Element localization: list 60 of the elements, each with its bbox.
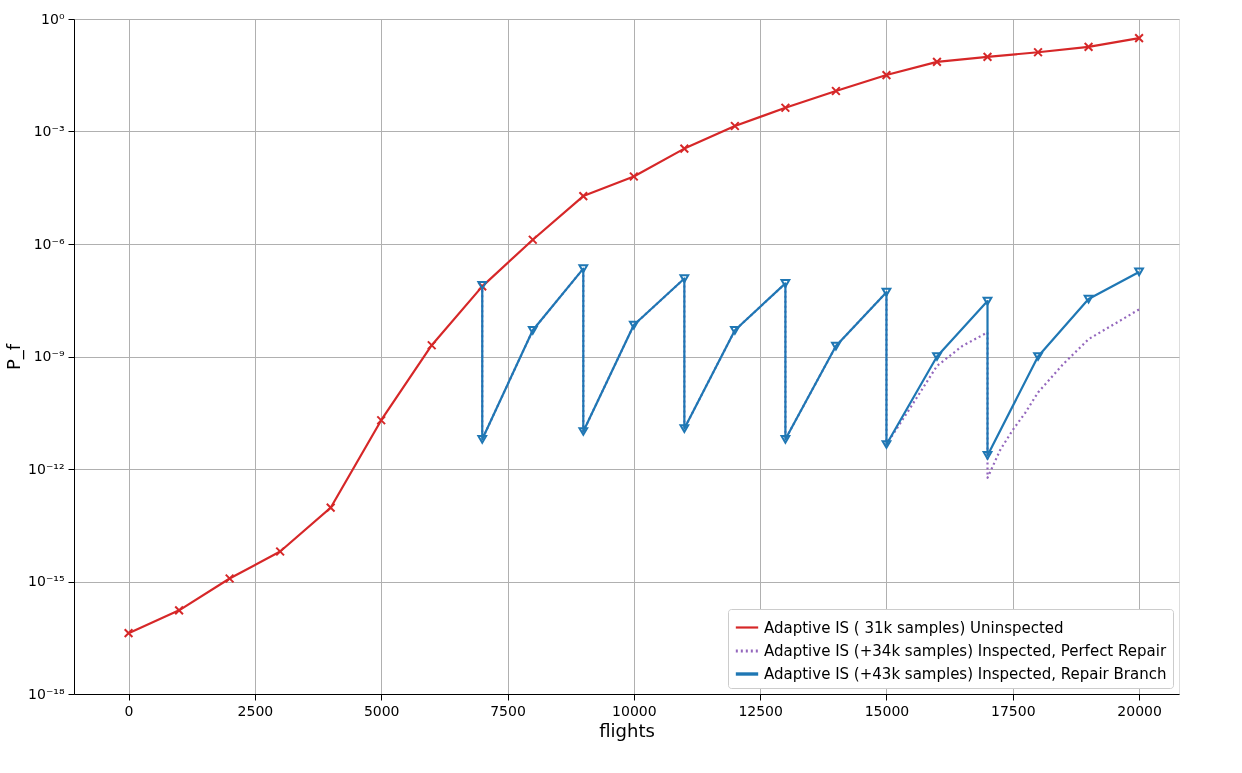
- x-tick-label: 2500: [237, 702, 274, 719]
- point: [730, 121, 740, 131]
- legend-label: Adaptive IS ( 31k samples) Uninspected: [764, 618, 1064, 637]
- point: [831, 86, 841, 96]
- point: [679, 143, 690, 154]
- point: [527, 234, 538, 245]
- point: [578, 427, 589, 436]
- point: [1033, 352, 1043, 361]
- point: [881, 287, 892, 297]
- point: [1033, 47, 1043, 58]
- x-tick-label: 5000: [363, 702, 400, 719]
- point: [578, 264, 589, 274]
- x-tick-label: 17500: [991, 702, 1036, 719]
- x-tick-label: 10000: [612, 702, 657, 719]
- y-tick-label: 10⁻⁶: [33, 235, 65, 252]
- point: [325, 502, 336, 513]
- point: [881, 440, 892, 449]
- y-tick-label: 10⁻¹⁸: [28, 685, 65, 702]
- point: [831, 341, 841, 351]
- point: [426, 340, 437, 351]
- x-tick-label: 20000: [1117, 702, 1162, 719]
- point: [679, 274, 690, 283]
- point: [376, 415, 387, 426]
- point: [932, 352, 942, 361]
- point: [123, 628, 134, 638]
- point: [780, 434, 791, 444]
- x-tick-label: 15000: [864, 702, 910, 719]
- point: [1134, 267, 1144, 277]
- point: [679, 424, 690, 433]
- point: [1134, 33, 1144, 43]
- point: [578, 191, 589, 201]
- y-tick-label: 10⁻¹⁵: [28, 573, 65, 589]
- point: [982, 51, 993, 62]
- legend-label: Adaptive IS (+43k samples) Inspected, Repair Branch: [764, 665, 1167, 683]
- point: [1083, 294, 1094, 304]
- y-tick-label: 10⁰: [41, 10, 65, 27]
- point: [628, 320, 639, 330]
- y-tick-label: 10⁻³: [33, 123, 65, 139]
- point: [982, 296, 993, 306]
- x-axis-title: flights: [599, 719, 655, 741]
- x-tick-label: 12500: [738, 702, 783, 719]
- point: [1083, 42, 1094, 52]
- point: [780, 279, 791, 288]
- point: [224, 573, 235, 584]
- point: [628, 171, 639, 182]
- point: [881, 70, 892, 80]
- legend-label: Adaptive IS (+34k samples) Inspected, Perfect Repair: [764, 642, 1167, 660]
- y-tick-label: 10⁻⁹: [33, 348, 65, 364]
- point: [780, 102, 791, 113]
- point: [527, 325, 538, 335]
- point: [275, 546, 286, 557]
- x-tick-label: 7500: [490, 702, 526, 719]
- point: [730, 325, 740, 335]
- point: [932, 56, 942, 67]
- point: [174, 605, 184, 616]
- point: [982, 451, 993, 460]
- y-axis-title: P_f: [3, 343, 26, 371]
- y-tick-label: 10⁻¹²: [28, 460, 65, 477]
- point: [477, 434, 488, 444]
- x-tick-label: 0: [124, 702, 134, 719]
